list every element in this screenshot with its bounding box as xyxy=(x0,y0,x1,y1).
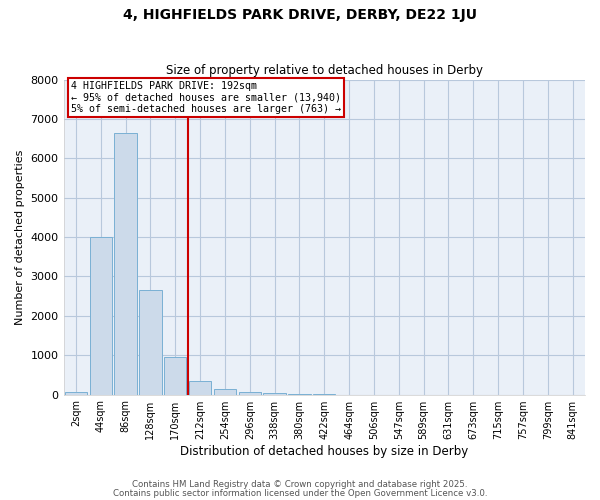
Bar xyxy=(139,290,161,395)
Text: Contains HM Land Registry data © Crown copyright and database right 2025.: Contains HM Land Registry data © Crown c… xyxy=(132,480,468,489)
Bar xyxy=(214,390,236,394)
Bar xyxy=(89,237,112,394)
Bar xyxy=(239,392,261,394)
Text: 4, HIGHFIELDS PARK DRIVE, DERBY, DE22 1JU: 4, HIGHFIELDS PARK DRIVE, DERBY, DE22 1J… xyxy=(123,8,477,22)
Bar xyxy=(164,357,187,395)
Text: Contains public sector information licensed under the Open Government Licence v3: Contains public sector information licen… xyxy=(113,488,487,498)
X-axis label: Distribution of detached houses by size in Derby: Distribution of detached houses by size … xyxy=(180,444,469,458)
Bar xyxy=(65,392,87,394)
Bar xyxy=(263,393,286,394)
Bar xyxy=(115,132,137,394)
Text: 4 HIGHFIELDS PARK DRIVE: 192sqm
← 95% of detached houses are smaller (13,940)
5%: 4 HIGHFIELDS PARK DRIVE: 192sqm ← 95% of… xyxy=(71,81,341,114)
Bar xyxy=(189,381,211,394)
Y-axis label: Number of detached properties: Number of detached properties xyxy=(15,150,25,325)
Title: Size of property relative to detached houses in Derby: Size of property relative to detached ho… xyxy=(166,64,483,77)
